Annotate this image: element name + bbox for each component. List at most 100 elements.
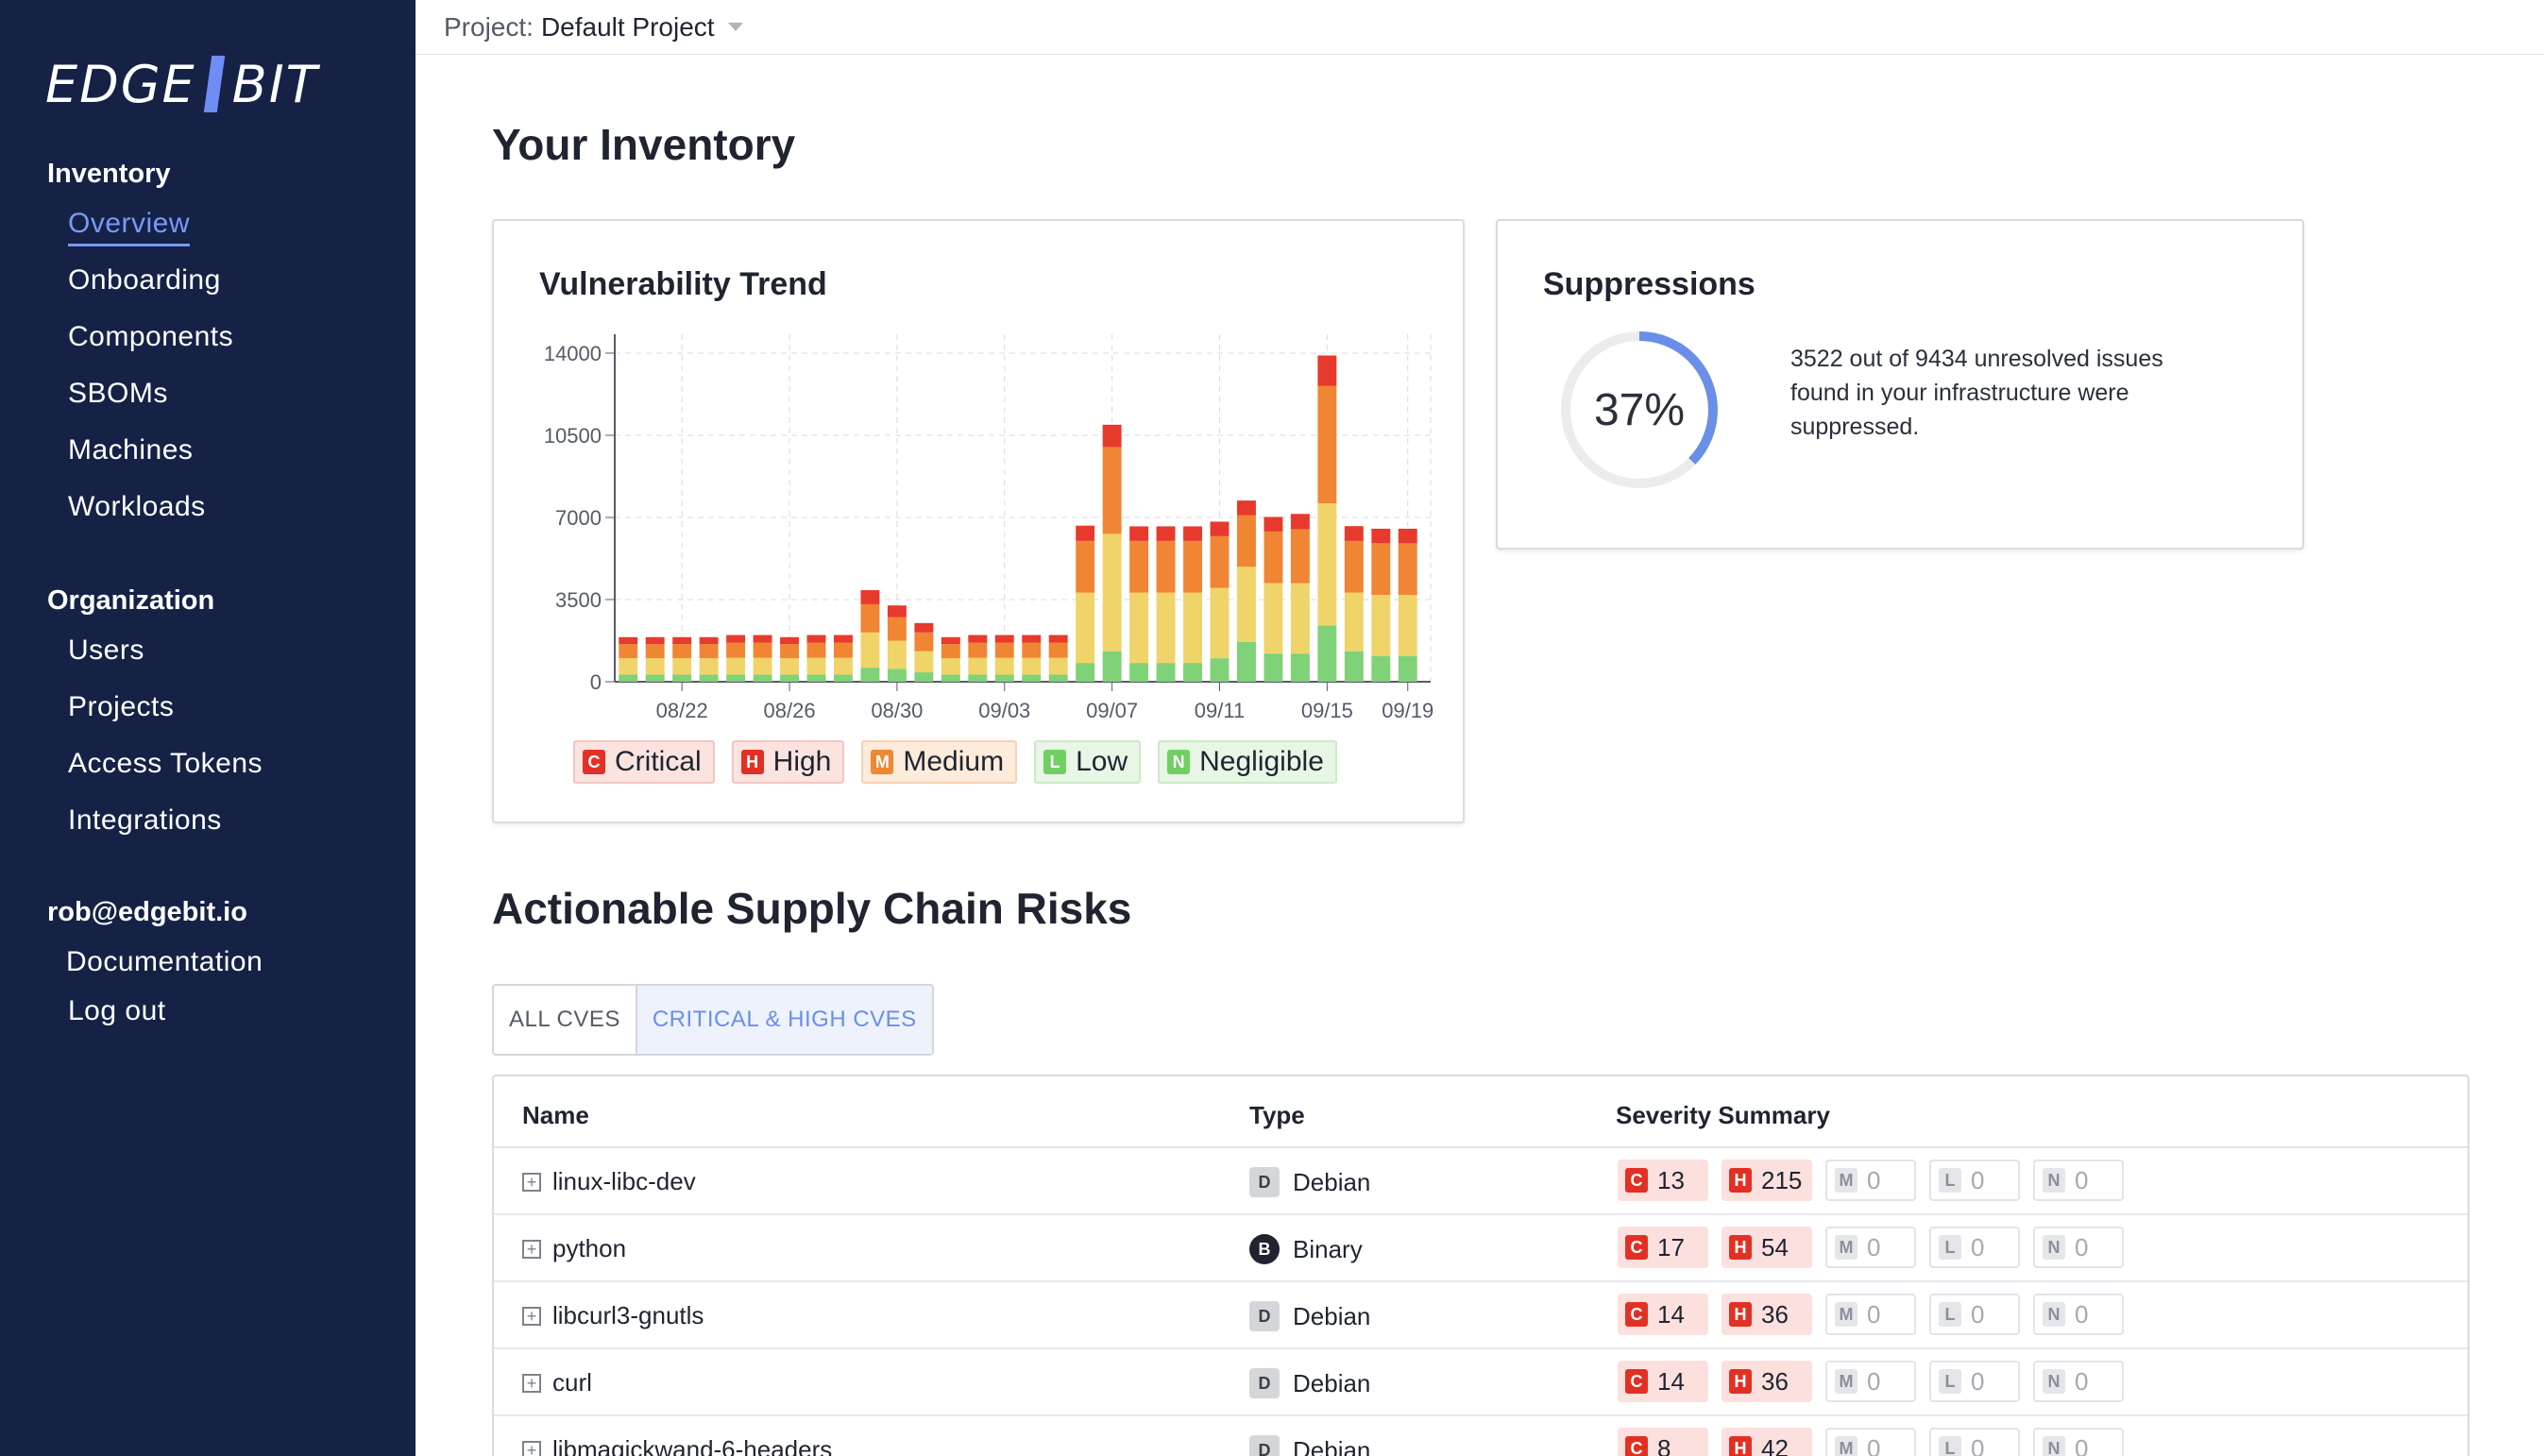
cell-name: + libcurl3-gnutls — [522, 1301, 704, 1330]
expand-icon[interactable]: + — [522, 1440, 541, 1456]
bar-segment-critical — [1129, 526, 1149, 541]
bar-segment-low — [1264, 653, 1283, 682]
y-tick-label: 0 — [590, 670, 602, 694]
table-row[interactable]: + libcurl3-gnutls D Debian C 14 H 36 M 0 L 0 N 0 — [494, 1282, 2468, 1349]
bar-segment-low — [1398, 655, 1417, 682]
bar-segment-low — [753, 674, 772, 682]
high-count: H 54 — [1721, 1227, 1812, 1268]
bar-segment-high — [1371, 543, 1391, 596]
severity-summary: C 8 H 42 M 0 L 0 N 0 — [1618, 1428, 2124, 1456]
high-count: H 36 — [1721, 1294, 1812, 1335]
bar-segment-critical — [645, 636, 665, 645]
project-selector[interactable]: Project: Default Project — [416, 0, 2544, 55]
package-name[interactable]: libmagickwand-6-headers — [552, 1435, 833, 1456]
legend-label: Low — [1076, 746, 1128, 777]
sidebar-item-integrations[interactable]: Integrations — [68, 804, 222, 836]
bar-segment-medium — [699, 658, 719, 675]
sidebar-item-projects[interactable]: Projects — [68, 691, 175, 722]
bar-segment-critical — [1210, 521, 1230, 536]
legend-item[interactable]: M Medium — [861, 740, 1018, 784]
bar-segment-high — [887, 617, 907, 641]
critical-count: C 14 — [1618, 1294, 1708, 1335]
column-name[interactable]: Name — [522, 1101, 589, 1129]
package-name[interactable]: linux-libc-dev — [552, 1167, 696, 1195]
legend-item[interactable]: C Critical — [573, 740, 715, 784]
bar-segment-low — [726, 674, 746, 682]
edgebit-logo[interactable]: EDGE BIT — [45, 53, 319, 115]
critical-count: C 13 — [1618, 1160, 1708, 1201]
column-type[interactable]: Type — [1249, 1101, 1305, 1129]
bar-segment-high — [780, 644, 799, 659]
bar-segment-high — [941, 644, 960, 659]
legend-badge: N — [1167, 750, 1191, 774]
binary-icon: B — [1249, 1234, 1280, 1264]
cell-name: + python — [522, 1234, 626, 1263]
nav-heading-user: rob@edgebit.io — [47, 897, 247, 927]
tab-critical-high-cves[interactable]: CRITICAL & HIGH CVES — [635, 986, 932, 1054]
x-tick-label: 09/11 — [1195, 699, 1245, 722]
bar-segment-critical — [1076, 525, 1095, 541]
bar-segment-high — [619, 644, 638, 659]
legend-item[interactable]: L Low — [1034, 740, 1142, 784]
expand-icon[interactable]: + — [522, 1306, 541, 1326]
bar-segment-medium — [780, 658, 799, 675]
bar-segment-critical — [941, 636, 960, 645]
x-tick-label: 09/19 — [1382, 699, 1433, 722]
bar-segment-low — [806, 674, 826, 682]
table-row[interactable]: + python B Binary C 17 H 54 M 0 L 0 N 0 — [494, 1215, 2468, 1282]
sidebar-item-users[interactable]: Users — [68, 635, 144, 666]
sidebar-item-logout[interactable]: Log out — [68, 995, 166, 1026]
nav-heading-organization: Organization — [47, 585, 215, 616]
bar-segment-low — [1102, 651, 1122, 682]
suppressions-card: Suppressions 37% 3522 out of 9434 unreso… — [1496, 219, 2304, 550]
bar-segment-high — [860, 603, 880, 633]
tab-all-cves[interactable]: ALL CVES — [509, 1007, 620, 1032]
bar-segment-low — [1344, 651, 1364, 682]
bar-segment-low — [1237, 641, 1256, 682]
bar-segment-high — [1210, 535, 1230, 588]
legend-badge: M — [871, 750, 894, 774]
bar-segment-high — [753, 642, 772, 658]
sidebar-item-access-tokens[interactable]: Access Tokens — [68, 748, 263, 779]
sidebar-item-overview[interactable]: Overview — [68, 208, 191, 246]
sidebar-item-components[interactable]: Components — [68, 321, 234, 352]
cell-name: + curl — [522, 1368, 592, 1397]
bar-segment-critical — [1264, 516, 1283, 532]
risks-table: Name Type Severity Summary + linux-libc-d… — [492, 1075, 2469, 1456]
expand-icon[interactable]: + — [522, 1172, 541, 1192]
legend-badge: H — [740, 750, 764, 774]
table-row[interactable]: + curl D Debian C 14 H 36 M 0 L 0 N 0 — [494, 1349, 2468, 1416]
legend-item[interactable]: H High — [731, 740, 845, 784]
bar-segment-high — [672, 644, 692, 659]
package-name[interactable]: libcurl3-gnutls — [552, 1301, 704, 1329]
package-name[interactable]: curl — [552, 1368, 592, 1397]
package-name[interactable]: python — [552, 1234, 627, 1262]
sidebar-item-onboarding[interactable]: Onboarding — [68, 264, 221, 296]
package-type: Debian — [1293, 1301, 1371, 1330]
sidebar-item-sboms[interactable]: SBOMs — [68, 378, 168, 409]
table-row[interactable]: + libmagickwand-6-headers D Debian C 8 H 42 M 0 L 0… — [494, 1416, 2468, 1456]
sidebar-item-workloads[interactable]: Workloads — [68, 491, 206, 522]
bar-segment-high — [699, 644, 719, 659]
bar-segment-critical — [1048, 635, 1068, 643]
expand-icon[interactable]: + — [522, 1239, 541, 1259]
sidebar-item-documentation[interactable]: Documentation — [66, 946, 263, 977]
bar-segment-high — [645, 644, 665, 659]
bar-segment-high — [1129, 540, 1149, 593]
bar-segment-medium — [914, 651, 934, 673]
bar-segment-high — [1264, 531, 1283, 584]
expand-icon[interactable]: + — [522, 1373, 541, 1393]
legend-item[interactable]: N Negligible — [1158, 740, 1337, 784]
bar-segment-medium — [753, 657, 772, 675]
sidebar: EDGE BIT Inventory Overview Onboarding C… — [0, 0, 416, 1456]
bar-segment-medium — [1344, 592, 1364, 652]
table-row[interactable]: + linux-libc-dev D Debian C 13 H 215 M 0 L 0 N 0 — [494, 1148, 2468, 1215]
severity-summary: C 17 H 54 M 0 L 0 N 0 — [1618, 1227, 2124, 1268]
sidebar-item-machines[interactable]: Machines — [68, 434, 194, 466]
bar-segment-critical — [834, 635, 853, 643]
